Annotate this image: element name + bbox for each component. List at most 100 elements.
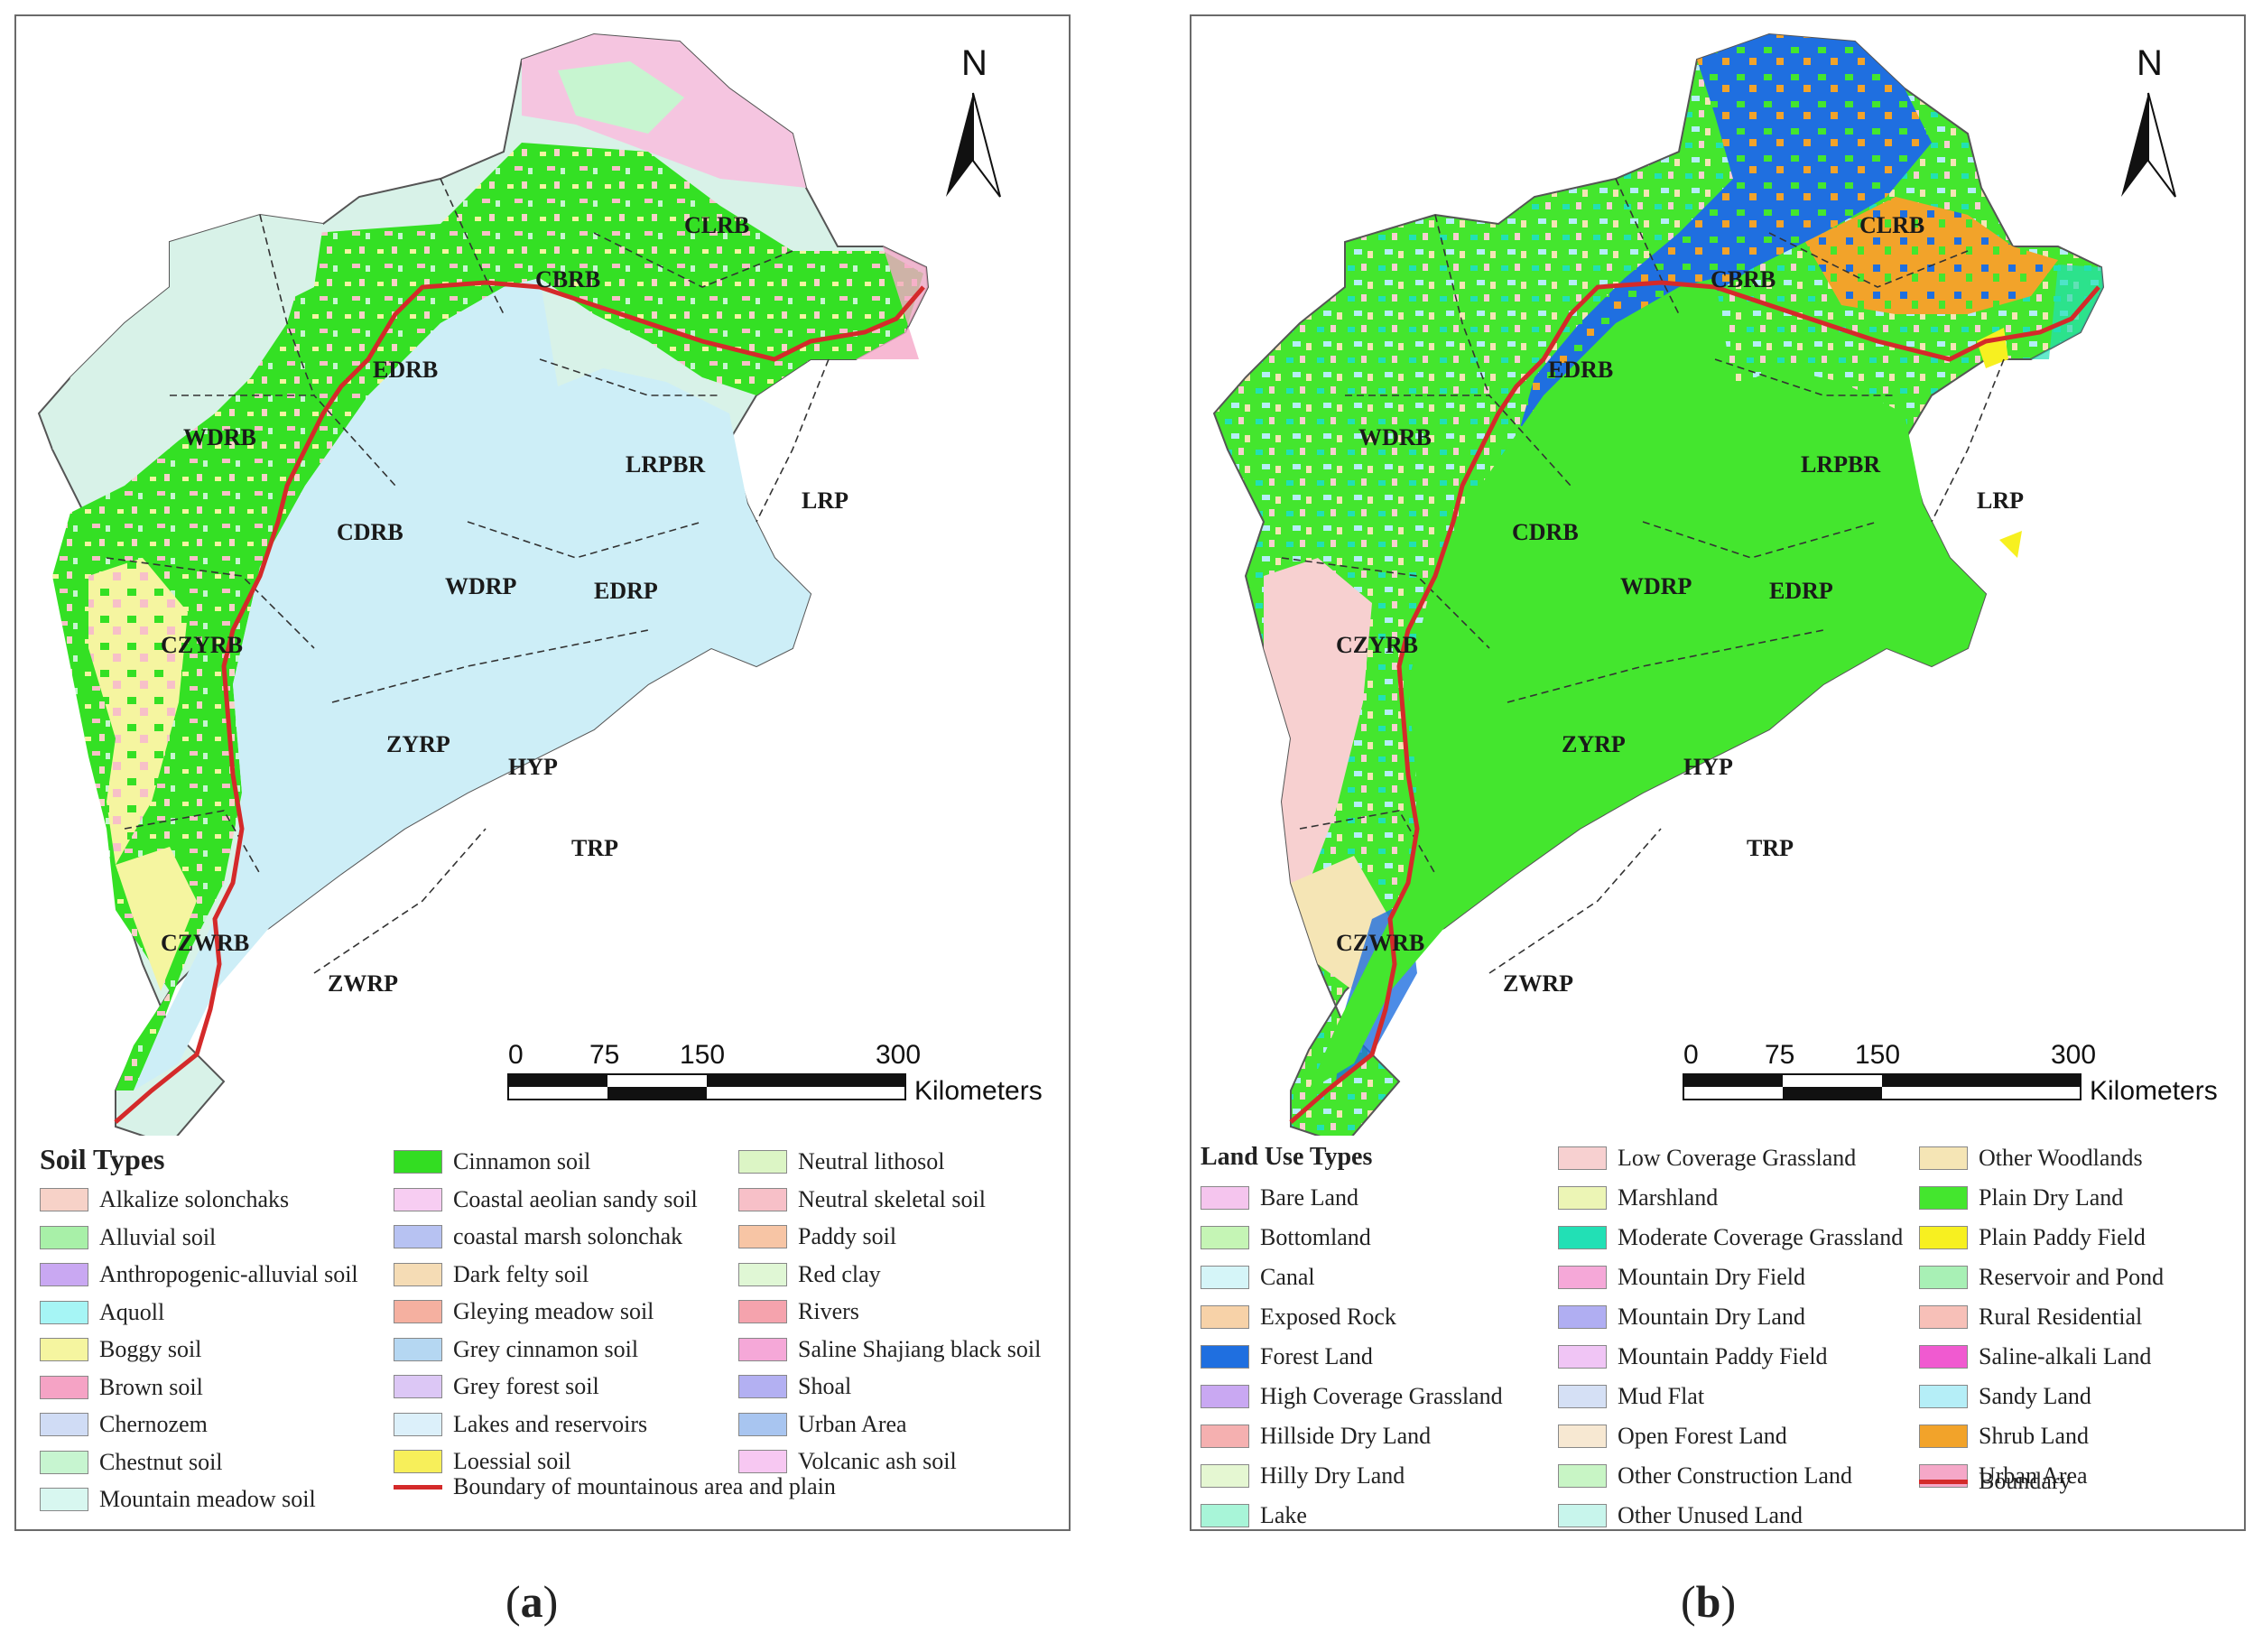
legend-title: Soil Types [40,1143,165,1175]
legend-item: Marshland [1558,1183,1718,1213]
region-label: CDRB [337,519,403,545]
legend-item: Cinnamon soil [394,1146,590,1177]
legend-swatch [1919,1345,1968,1369]
legend-label: Brown soil [99,1373,203,1400]
soil-map: CLRB CBRB EDRB WDRB LRPBR LRP CDRB WDRP … [37,32,1043,1136]
legend-label: High Coverage Grassland [1260,1383,1503,1409]
region-label: ZWRP [1503,970,1573,997]
legend-label: Other Unused Land [1618,1502,1803,1528]
legend-swatch [1558,1146,1607,1170]
legend-item: Bare Land [1201,1183,1358,1213]
legend-swatch [738,1412,787,1436]
legend-item: Aquoll [40,1297,164,1328]
boundary-line-swatch [1919,1479,1968,1484]
legend-swatch [1201,1226,1249,1249]
legend-label: Lakes and reservoirs [453,1410,648,1437]
legend-label: Rivers [798,1298,859,1324]
legend-label: Other Woodlands [1979,1145,2143,1171]
region-label: ZWRP [328,970,398,997]
region-labels: CLRB CBRB EDRB WDRB LRPBR LRP CDRB WDRP … [161,212,848,997]
legend-label: Shrub Land [1979,1423,2090,1449]
legend-swatch [1919,1146,1968,1170]
legend-item: Saline-alkali Land [1919,1341,2151,1372]
legend-swatch [1919,1305,1968,1329]
legend-label: Coastal aeolian sandy soil [453,1185,698,1212]
legend-item: Other Construction Land [1558,1461,1852,1491]
legend-item: Gleying meadow soil [394,1296,654,1327]
legend-item: Reservoir and Pond [1919,1262,2164,1293]
legend-label: Reservoir and Pond [1979,1264,2165,1290]
legend-label: Urban Area [1979,1462,2088,1489]
legend-item: Shoal [738,1371,851,1402]
legend-swatch [40,1188,88,1211]
legend-label: Lake [1260,1502,1307,1528]
soil-types-map-panel: CLRB CBRB EDRB WDRB LRPBR LRP CDRB WDRP … [14,14,1071,1531]
legend-label: Exposed Rock [1260,1304,1396,1330]
legend-swatch [1201,1305,1249,1329]
legend-swatch [1558,1464,1607,1488]
legend-item: Sandy Land [1919,1381,2091,1412]
region-label: WDRB [183,424,256,450]
legend-swatch [1558,1385,1607,1408]
legend-item: Hillside Dry Land [1201,1421,1431,1452]
legend-item: Bottomland [1201,1222,1371,1253]
legend-swatch [738,1150,787,1174]
legend-item: Other Woodlands [1919,1143,2143,1174]
scale-tick: 0 [1683,1040,1699,1070]
legend-label: Bottomland [1260,1224,1371,1250]
region-label: ZYRP [1562,731,1626,757]
legend-item: Forest Land [1201,1341,1373,1372]
legend-label: Dark felty soil [453,1260,589,1287]
region-label: CZWRB [1336,930,1424,956]
region-label: LRPBR [1801,451,1880,478]
boundary-line-swatch [394,1484,442,1490]
legend-label: Open Forest Land [1618,1423,1787,1449]
legend-item: Coastal aeolian sandy soil [394,1184,698,1215]
district-boundaries [1281,178,2005,974]
legend-label: Chestnut soil [99,1448,223,1475]
legend-label: Boggy soil [99,1336,202,1362]
scale-tick: 75 [589,1040,619,1070]
district-boundaries [106,178,830,974]
scale-unit: Kilometers [914,1076,1043,1106]
legend-label: Plain Dry Land [1979,1184,2124,1211]
legend-swatch [40,1263,88,1286]
land-use-map: CLRB CBRB EDRB WDRB LRPBR LRP CDRB WDRP … [1212,32,2218,1136]
legend-label: Low Coverage Grassland [1618,1145,1857,1171]
legend-label: Bare Land [1260,1184,1359,1211]
legend-label: Other Construction Land [1618,1462,1852,1489]
legend-swatch [1201,1186,1249,1210]
north-arrow-icon: N [2121,43,2176,198]
legend-item: Alkalize solonchaks [40,1184,289,1215]
southwest-yellow-soils [88,558,188,865]
legend-item: Mountain Paddy Field [1558,1341,1828,1372]
legend-item: Volcanic ash soil [738,1446,957,1477]
caption-letter: a [520,1576,543,1627]
legend-item: High Coverage Grassland [1201,1381,1503,1412]
caption-letter: b [1695,1576,1721,1627]
legend-swatch [40,1413,88,1436]
region-label: WDRP [1620,573,1692,599]
legend-label: Cinnamon soil [453,1148,591,1174]
scale-tick: 150 [680,1040,725,1070]
legend-label: Shoal [798,1373,852,1399]
region-label: ZYRP [386,731,450,757]
legend-swatch [40,1375,88,1399]
legend-label: Rural Residential [1979,1304,2143,1330]
legend-swatch [1558,1305,1607,1329]
region-label: CLRB [684,212,749,238]
legend-item: Boggy soil [40,1334,201,1365]
legend-item: Plain Dry Land [1919,1183,2123,1213]
region-label: EDRB [373,357,438,383]
legend-swatch [394,1450,442,1473]
legend-item: Saline Shajiang black soil [738,1334,1041,1365]
legend-item: Hilly Dry Land [1201,1461,1405,1491]
scale-tick: 0 [508,1040,524,1070]
legend-swatch [394,1300,442,1323]
region-label: LRP [802,487,848,514]
legend-swatch [1201,1345,1249,1369]
legend-label: Mountain Paddy Field [1618,1343,1828,1369]
legend-item: Red clay [738,1259,881,1290]
legend-label: Anthropogenic-alluvial soil [99,1261,358,1287]
legend-item: Lakes and reservoirs [394,1409,647,1440]
